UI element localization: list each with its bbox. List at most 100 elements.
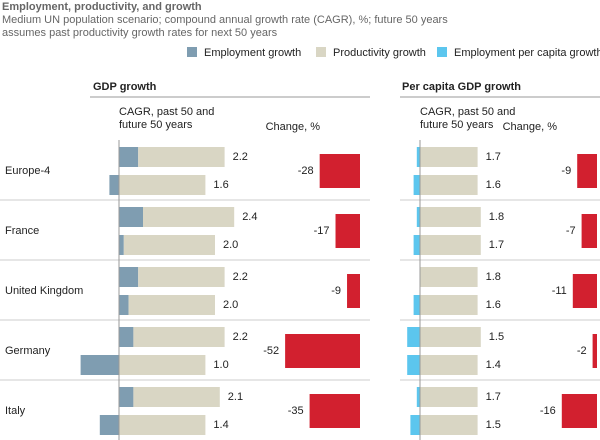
bar-segment [119, 175, 206, 195]
bar-segment [119, 235, 124, 255]
bar-segment [119, 207, 143, 227]
category-label: Italy [5, 405, 26, 417]
bar-segment [420, 175, 478, 195]
change-bar [561, 394, 597, 428]
change-bar [347, 274, 360, 308]
bar-segment [119, 147, 139, 167]
panel-title: GDP growth [93, 81, 157, 93]
bar-segment [128, 295, 215, 315]
change-bar [581, 214, 597, 248]
chart-subtitle: Medium UN population scenario; compound … [2, 14, 448, 39]
bar-segment [143, 207, 235, 227]
total-label: 1.6 [213, 179, 228, 191]
bar-segment [133, 327, 225, 347]
total-label: 1.5 [486, 419, 501, 431]
cagr-label: CAGR, past 50 and future 50 years [420, 106, 516, 131]
chart-title: Employment, productivity, and growth [2, 1, 202, 13]
total-label: 2.0 [223, 299, 238, 311]
cagr-label: CAGR, past 50 and future 50 years [119, 106, 215, 131]
legend-swatch [437, 47, 447, 57]
bar-segment [416, 207, 420, 227]
bar-segment [420, 267, 478, 287]
change-label-value: -17 [314, 225, 330, 237]
legend-label: Employment growth [204, 47, 301, 59]
change-label-value: -9 [561, 165, 571, 177]
bar-segment [410, 415, 420, 435]
panel-title: Per capita GDP growth [402, 81, 521, 93]
bar-segment [119, 355, 206, 375]
bar-segment [420, 295, 478, 315]
bar-segment [420, 327, 481, 347]
total-label: 1.4 [213, 419, 228, 431]
bar-segment [119, 295, 129, 315]
bar-segment [416, 147, 420, 167]
bar-segment [109, 175, 119, 195]
total-label: 1.8 [489, 211, 504, 223]
bar-segment [119, 387, 134, 407]
total-label: 1.7 [486, 391, 501, 403]
change-bar [592, 334, 597, 368]
change-label: Change, % [266, 121, 321, 133]
bar-segment [413, 175, 420, 195]
total-label: 1.8 [486, 271, 501, 283]
total-label: 1.6 [486, 299, 501, 311]
total-label: 2.2 [233, 331, 248, 343]
bar-segment [413, 295, 420, 315]
change-label-value: -28 [298, 165, 314, 177]
total-label: 2.2 [233, 271, 248, 283]
bar-segment [420, 355, 478, 375]
bar-segment [420, 415, 478, 435]
bar-segment [407, 355, 420, 375]
legend-swatch [316, 47, 326, 57]
category-label: France [5, 225, 39, 237]
bar-segment [420, 147, 478, 167]
change-bar [285, 334, 360, 368]
total-label: 1.7 [489, 239, 504, 251]
bar-segment [80, 355, 119, 375]
bar-segment [420, 207, 481, 227]
change-label: Change, % [503, 121, 558, 133]
change-label-value: -2 [577, 345, 587, 357]
total-label: 2.4 [242, 211, 257, 223]
bar-segment [413, 235, 420, 255]
bar-segment [416, 387, 420, 407]
change-bar [572, 274, 597, 308]
bar-segment [99, 415, 119, 435]
bar-segment [420, 235, 481, 255]
legend-label: Employment per capita growth [454, 47, 600, 59]
bar-segment [119, 327, 134, 347]
change-label-value: -9 [331, 285, 341, 297]
change-bar [309, 394, 360, 428]
bar-segment [133, 387, 220, 407]
total-label: 1.6 [486, 179, 501, 191]
total-label: 2.0 [223, 239, 238, 251]
bar-segment [123, 235, 215, 255]
total-label: 2.1 [228, 391, 243, 403]
bar-segment [420, 387, 478, 407]
change-label-value: -16 [540, 405, 556, 417]
bar-segment [119, 267, 139, 287]
change-bar [319, 154, 360, 188]
change-bar [335, 214, 360, 248]
category-label: Europe-4 [5, 165, 50, 177]
bar-segment [119, 415, 206, 435]
legend-label: Productivity growth [333, 47, 426, 59]
total-label: 1.4 [486, 359, 501, 371]
total-label: 1.7 [486, 151, 501, 163]
bar-segment [138, 147, 225, 167]
change-label-value: -35 [288, 405, 304, 417]
total-label: 1.0 [213, 359, 228, 371]
total-label: 2.2 [233, 151, 248, 163]
change-label-value: -7 [566, 225, 576, 237]
total-label: 1.5 [489, 331, 504, 343]
change-label-value: -11 [552, 285, 567, 297]
category-label: United Kingdom [5, 285, 83, 297]
change-label-value: -52 [263, 345, 279, 357]
category-label: Germany [5, 345, 51, 357]
legend-swatch [187, 47, 197, 57]
bar-segment [407, 327, 420, 347]
bar-segment [138, 267, 225, 287]
change-bar [577, 154, 597, 188]
